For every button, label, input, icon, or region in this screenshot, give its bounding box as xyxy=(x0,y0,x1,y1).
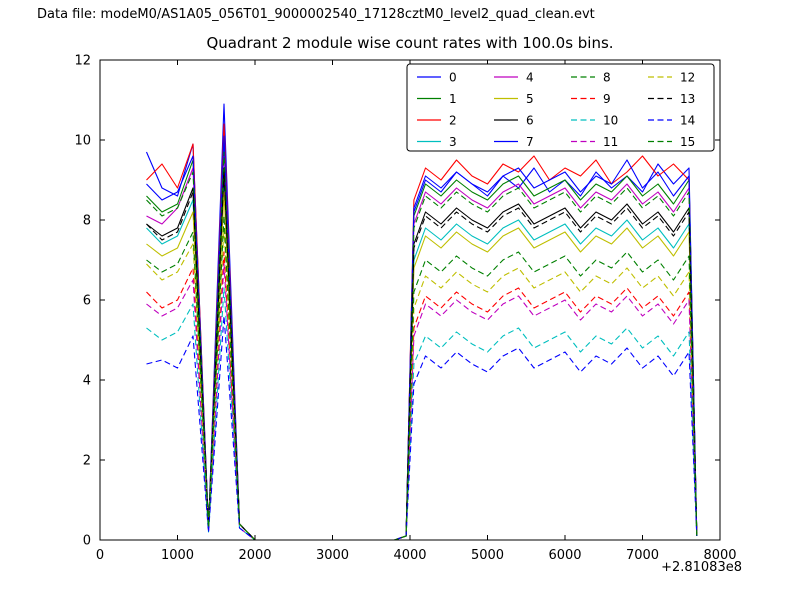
legend-label: 10 xyxy=(603,114,618,128)
legend-label: 5 xyxy=(526,92,534,106)
legend-label: 4 xyxy=(526,71,534,85)
legend-label: 9 xyxy=(603,92,611,106)
legend-label: 14 xyxy=(680,114,695,128)
legend-label: 2 xyxy=(449,114,457,128)
x-tick-label: 3000 xyxy=(316,548,349,563)
y-tick-label: 8 xyxy=(83,214,91,229)
x-tick-label: 7000 xyxy=(626,548,659,563)
legend-label: 12 xyxy=(680,71,695,85)
legend-label: 13 xyxy=(680,92,695,106)
y-tick-label: 2 xyxy=(83,454,91,469)
x-axis-offset-label: +2.81083e8 xyxy=(661,560,742,575)
axes-frame xyxy=(99,59,721,541)
x-tick-label: 2000 xyxy=(238,548,271,563)
legend-label: 3 xyxy=(449,135,457,149)
y-tick-label: 10 xyxy=(74,134,91,149)
x-tick-label: 5000 xyxy=(471,548,504,563)
series-line-14 xyxy=(146,315,698,541)
x-tick-label: 0 xyxy=(96,548,104,563)
y-tick-label: 6 xyxy=(83,294,91,309)
y-tick-label: 0 xyxy=(83,534,91,549)
chart-title: Quadrant 2 module wise count rates with … xyxy=(206,34,614,52)
legend-label: 6 xyxy=(526,114,534,128)
x-tick-label: 1000 xyxy=(161,548,194,563)
legend-label: 1 xyxy=(449,92,457,106)
legend-label: 11 xyxy=(603,135,618,149)
x-tick-label: 4000 xyxy=(393,548,426,563)
series-line-15 xyxy=(146,215,698,541)
x-tick-label: 8000 xyxy=(703,548,736,563)
y-tick-label: 12 xyxy=(74,54,91,69)
legend-label: 7 xyxy=(526,135,534,149)
legend-label: 15 xyxy=(680,135,695,149)
legend-label: 0 xyxy=(449,71,457,85)
series-line-10 xyxy=(146,287,698,541)
y-tick-label: 4 xyxy=(83,374,91,389)
data-file-label: Data file: modeM0/AS1A05_056T01_90000025… xyxy=(37,7,595,22)
legend-box xyxy=(406,63,715,152)
x-tick-label: 6000 xyxy=(548,548,581,563)
legend-label: 8 xyxy=(603,71,611,85)
series-line-12 xyxy=(146,227,698,541)
